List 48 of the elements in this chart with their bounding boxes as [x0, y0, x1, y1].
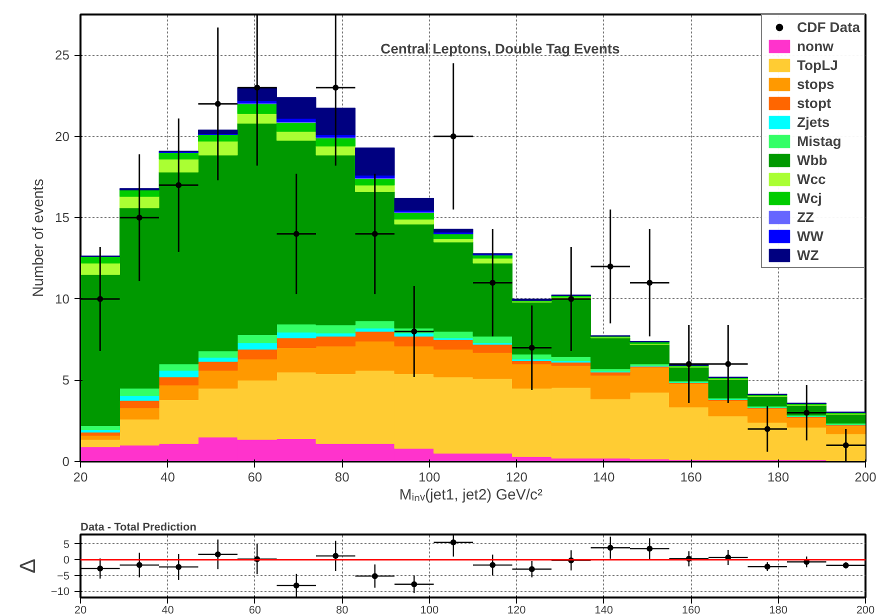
y-tick-label: 25 — [55, 48, 70, 63]
y-tick-label: 0 — [63, 554, 70, 567]
x-tick-label: 200 — [854, 470, 876, 484]
chart-title: Data - Total Prediction — [80, 522, 197, 534]
legend-label: Wcc — [796, 171, 826, 187]
x-tick-label: 80 — [336, 604, 348, 616]
x-tick-label: 40 — [162, 604, 174, 616]
x-tick-label: 80 — [334, 470, 350, 484]
legend-label: Zjets — [796, 114, 830, 130]
x-tick-label: 20 — [73, 470, 88, 484]
y-tick-label: 5 — [63, 538, 70, 551]
x-tick-label: 100 — [420, 604, 439, 616]
text: Central Leptons, Double Tag Events — [380, 40, 620, 56]
x-tick-label: 40 — [160, 470, 175, 484]
x-tick-label: 20 — [74, 604, 87, 616]
x-tick-label: 60 — [248, 470, 262, 484]
y-axis-title: Number of events — [30, 178, 48, 298]
y-axis-title: Δ — [14, 558, 40, 574]
legend-label: WW — [796, 228, 824, 244]
y-tick-label: −10 — [50, 586, 70, 598]
x-tick-label: 180 — [767, 470, 790, 484]
legend-label: stopt — [796, 95, 832, 111]
y-tick-label: 5 — [62, 372, 70, 388]
x-tick-label: 120 — [506, 470, 528, 484]
legend-label: ZZ — [796, 209, 816, 225]
x-tick-label: 60 — [248, 604, 262, 616]
y-tick-label: −5 — [56, 570, 70, 582]
x-tick-label: 160 — [680, 470, 702, 484]
y-tick-label: 15 — [55, 210, 70, 226]
legend-label: WZ — [796, 247, 819, 263]
x-tick-label: 200 — [856, 604, 875, 616]
x-tick-label: 180 — [769, 604, 788, 616]
x-axis-title: Mᵢₙᵥ(jet1, jet2) GeV/c² — [399, 486, 543, 504]
legend-label: nonw — [796, 38, 834, 54]
x-tick-label: 100 — [418, 470, 440, 484]
y-tick-label: 10 — [55, 291, 70, 306]
legend-label: TopLJ — [796, 57, 838, 73]
x-tick-label: 160 — [682, 604, 700, 616]
x-tick-label: 120 — [507, 604, 526, 616]
x-tick-label: 140 — [594, 604, 614, 616]
y-tick-label: 0 — [62, 454, 70, 469]
x-tick-label: 140 — [592, 470, 615, 484]
legend-label: Mistag — [796, 133, 842, 149]
legend-label: Wcj — [796, 190, 822, 206]
legend-label: CDF Data — [796, 19, 860, 35]
y-tick-label: 20 — [55, 128, 70, 144]
legend-label: stops — [796, 76, 834, 92]
legend-label: Wbb — [796, 152, 828, 168]
